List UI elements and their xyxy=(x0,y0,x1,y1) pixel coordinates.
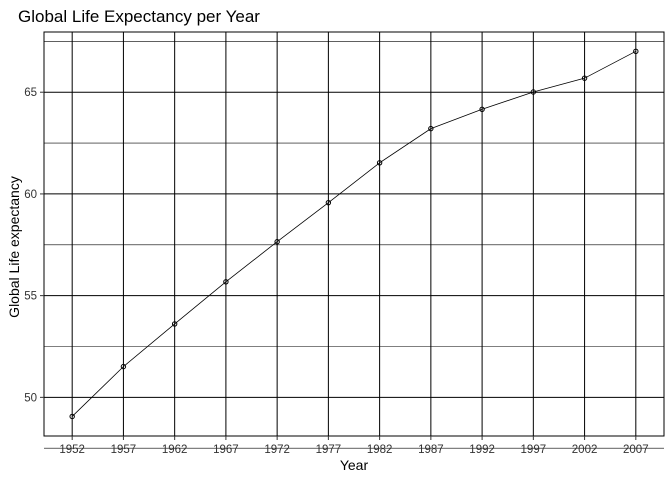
chart-title: Global Life Expectancy per Year xyxy=(18,7,260,26)
y-axis: 50 55 60 65 xyxy=(24,87,44,404)
data-point xyxy=(69,413,75,420)
x-tick-label: 2002 xyxy=(572,444,598,456)
y-tick-label: 65 xyxy=(24,87,37,99)
x-tick-label: 1952 xyxy=(59,444,85,456)
x-tick-label: 1987 xyxy=(418,444,444,456)
x-tick-label: 2007 xyxy=(623,444,649,456)
data-point xyxy=(325,199,332,206)
y-tick-label: 60 xyxy=(24,189,37,201)
data-point xyxy=(274,239,280,245)
x-tick-label: 1962 xyxy=(162,444,188,456)
x-tick-label: 1967 xyxy=(213,444,239,456)
y-tick-label: 50 xyxy=(24,392,37,404)
plot-grid xyxy=(44,32,664,449)
data-point xyxy=(120,363,127,370)
data-point xyxy=(479,106,485,113)
data-point xyxy=(530,89,537,95)
data-point xyxy=(428,125,434,132)
plot-series xyxy=(69,48,639,420)
x-tick-label: 1977 xyxy=(316,444,342,456)
data-point xyxy=(633,48,639,55)
x-tick-label: 1992 xyxy=(469,444,495,456)
data-point xyxy=(376,160,383,166)
x-tick-label: 1957 xyxy=(111,444,137,456)
data-point xyxy=(171,321,178,327)
x-tick-label: 1972 xyxy=(264,444,290,456)
x-axis-title: Year xyxy=(340,457,369,473)
y-axis-title: Global Life expectancy xyxy=(6,176,22,318)
x-tick-label: 1997 xyxy=(521,444,547,456)
x-axis: 1952 1957 1962 1967 1972 1977 1982 1987 1992 1997… xyxy=(59,436,649,456)
data-point xyxy=(581,75,588,81)
plot-panel xyxy=(43,31,665,437)
x-tick-label: 1982 xyxy=(367,444,393,456)
y-tick-label: 55 xyxy=(24,291,37,303)
series-line xyxy=(71,50,637,417)
data-point xyxy=(223,279,229,285)
